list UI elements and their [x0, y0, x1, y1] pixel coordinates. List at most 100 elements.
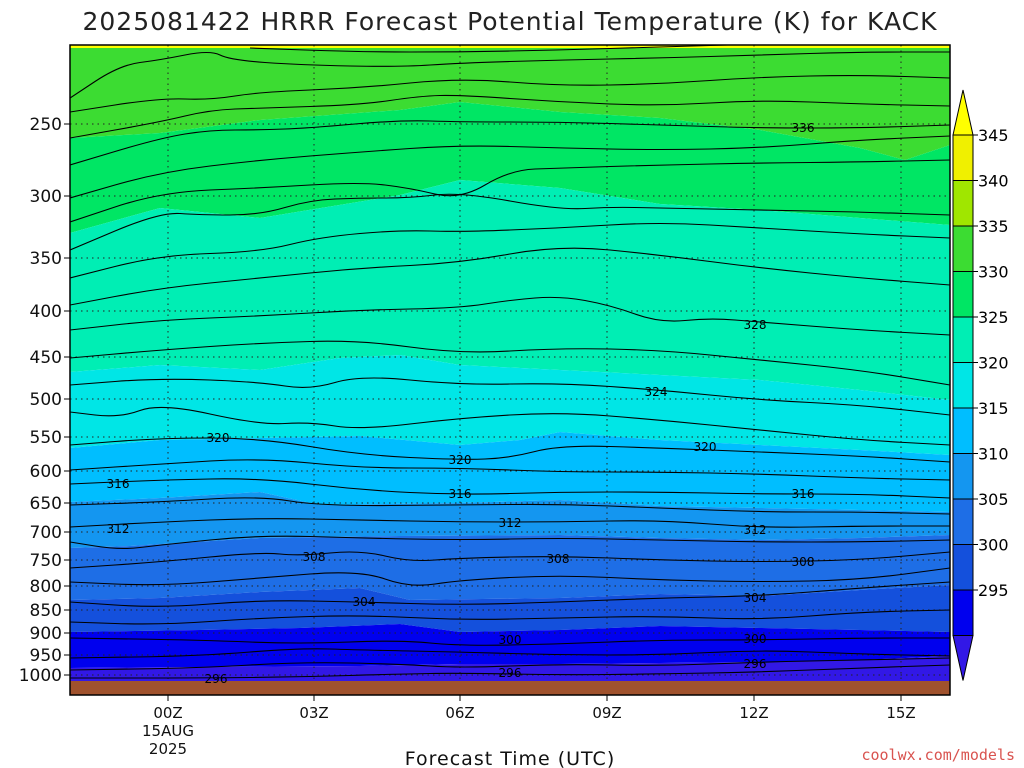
contour-line [249, 45, 746, 53]
colorbar-swatch [952, 498, 974, 545]
x-tick-date-label: 15AUG [142, 722, 194, 740]
colorbar-max-arrow [952, 89, 974, 136]
contour-label: 328 [744, 318, 767, 332]
contour-line [70, 518, 950, 528]
colorbar-swatch [952, 407, 974, 454]
x-tick-label: 03Z [299, 704, 328, 722]
contour-line [70, 340, 950, 386]
contour-label: 312 [744, 523, 767, 537]
x-axis-label: Forecast Time (UTC) [405, 748, 615, 768]
y-tick-label: 650 [30, 494, 62, 514]
contour-labels: 336 328 324 320 320 320 316 316 316 312 312 312 308 3… [107, 121, 815, 686]
contour-line [70, 437, 950, 463]
y-tick-label: 950 [30, 646, 62, 666]
colorbar-swatch [952, 453, 974, 500]
contour-label: 300 [499, 633, 522, 647]
colorbar-swatch [952, 544, 974, 591]
y-tick-label: 750 [30, 551, 62, 571]
colorbar-tick-label: 310 [978, 445, 1009, 464]
contour-line [70, 94, 950, 139]
contour-line [70, 406, 950, 446]
contour-line [70, 193, 950, 251]
contour-label: 336 [792, 121, 815, 135]
x-tick-label: 15Z [886, 704, 915, 722]
contour-line [70, 609, 950, 625]
y-tick-label: 250 [30, 115, 62, 135]
colorbar-tick-label: 345 [978, 126, 1009, 145]
contour-label: 312 [499, 516, 522, 530]
contour-line [70, 657, 950, 671]
contour-label: 316 [792, 487, 815, 501]
contour-label: 316 [107, 477, 130, 491]
contour-label: 300 [744, 632, 767, 646]
colorbar-tick-label: 325 [978, 308, 1009, 327]
x-tick-label: 06Z [445, 704, 474, 722]
y-tick-label: 550 [30, 428, 62, 448]
contour-line [70, 377, 950, 416]
contour-line [70, 135, 950, 199]
colorbar-swatch [952, 316, 974, 363]
contour-label: 308 [792, 555, 815, 569]
contour-line [70, 648, 950, 659]
contour-line [70, 75, 950, 113]
colorbar-tick-label: 320 [978, 354, 1009, 373]
fill-band [70, 492, 950, 548]
contour-label: 320 [694, 440, 717, 454]
contour-label: 296 [499, 666, 522, 680]
contour-label: 324 [645, 385, 668, 399]
fill-band [70, 48, 950, 160]
y-tick-label: 400 [30, 302, 62, 322]
contour-line [70, 459, 950, 481]
y-tick-label: 700 [30, 523, 62, 543]
contour-line [70, 120, 950, 166]
pressure-axis: 250 300 350 400 450 500 550 600 650 700 750 800 850 9… [19, 115, 70, 686]
colorbar: 295 300 305 310 315 320 325 330 335 340 345 [952, 89, 1009, 681]
colorbar-tick-label: 295 [978, 581, 1009, 600]
colorbar-swatch [952, 134, 974, 181]
ground-surface [70, 681, 950, 695]
contour-label: 320 [207, 431, 230, 445]
contour-line [70, 581, 950, 607]
contour-line [70, 247, 950, 306]
colorbar-swatch [952, 180, 974, 227]
contour-line [70, 567, 950, 586]
credit-link[interactable]: coolwx.com/models [861, 746, 1015, 764]
fill-band [70, 180, 950, 400]
fill-band [70, 355, 950, 455]
temperature-fill-bands [70, 45, 950, 681]
colorbar-tick-label: 335 [978, 217, 1009, 236]
colorbar-min-arrow [952, 635, 974, 681]
contour-label: 308 [303, 550, 326, 564]
plot-area: 336 328 324 320 320 320 316 316 316 312 312 312 308 3… [69, 44, 951, 696]
contour-label: 296 [744, 657, 767, 671]
y-tick-label: 600 [30, 462, 62, 482]
contour-label: 316 [449, 487, 472, 501]
fill-band [70, 102, 950, 233]
contour-line [70, 551, 950, 569]
plot-frame [69, 44, 951, 696]
contour-line [70, 478, 950, 499]
contour-label: 304 [744, 591, 767, 605]
colorbar-swatch [952, 589, 974, 636]
colorbar-tick-label: 300 [978, 536, 1009, 555]
grid-lines [70, 45, 950, 681]
x-tick-label: 12Z [739, 704, 768, 722]
x-tick-label: 09Z [592, 704, 621, 722]
y-tick-label: 350 [30, 249, 62, 269]
contour-label: 304 [353, 595, 376, 609]
fill-band [70, 432, 950, 512]
colorbar-tick-label: 305 [978, 490, 1009, 509]
contour-line [70, 51, 950, 99]
contour-label: 320 [449, 453, 472, 467]
contour-line [70, 637, 950, 646]
colorbar-tick-label: 340 [978, 172, 1009, 191]
contour-line [70, 497, 950, 515]
colorbar-swatch [952, 225, 974, 272]
y-tick-label: 500 [30, 390, 62, 410]
contour-line [70, 159, 950, 223]
y-tick-label: 450 [30, 348, 62, 368]
colorbar-tick-label: 330 [978, 263, 1009, 282]
isentrope-contours [70, 45, 950, 679]
contour-label: 296 [205, 672, 228, 686]
